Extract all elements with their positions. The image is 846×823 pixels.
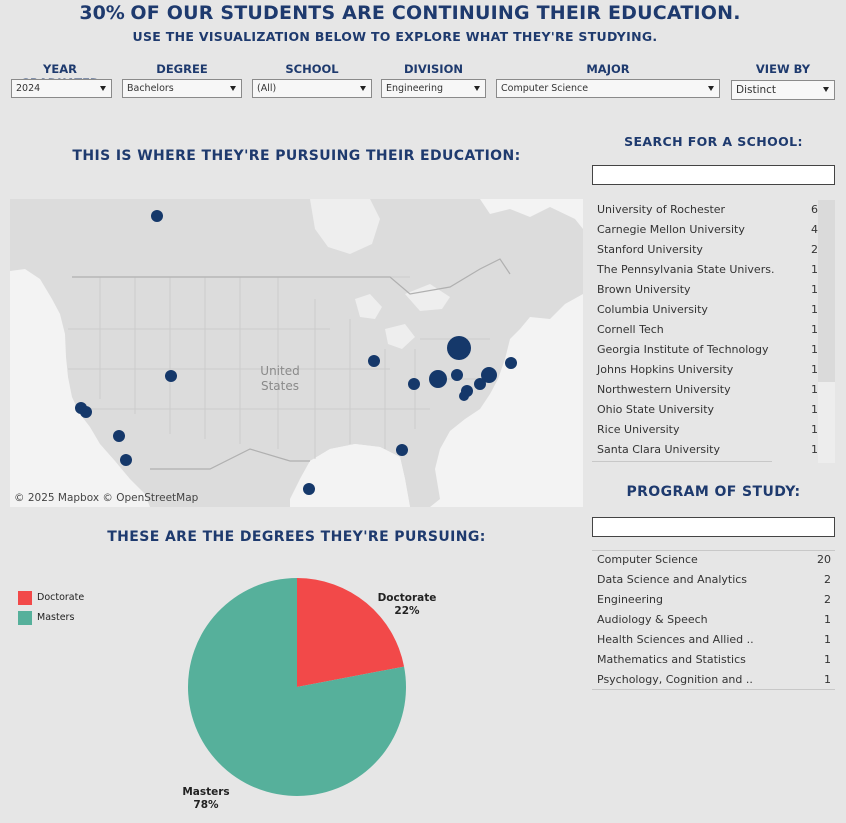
filter-label-degree: DEGREE [156, 62, 208, 76]
school-location-dot[interactable] [408, 378, 420, 390]
school-location-dot[interactable] [368, 355, 380, 367]
list-item[interactable]: University of Rochester 6 [597, 203, 818, 216]
program-search-title: PROGRAM OF STUDY: [626, 484, 801, 500]
list-item[interactable]: Health Sciences and Allied .. 1 [597, 633, 831, 646]
list-item[interactable]: Engineering 2 [597, 593, 831, 606]
school-location-dot[interactable] [429, 370, 447, 388]
land-mass [10, 199, 583, 507]
headline: 30% OF OUR STUDENTS ARE CONTINUING THEIR… [0, 4, 820, 23]
school-location-dot[interactable] [451, 369, 463, 381]
division-select-value: Engineering [386, 83, 443, 94]
list-item[interactable]: Columbia University 1 [597, 303, 818, 316]
legend-swatch [18, 611, 32, 625]
degree-select[interactable]: Bachelors [122, 79, 242, 98]
degree-pie-chart[interactable] [0, 560, 590, 823]
headline-percent: 30% [79, 2, 125, 24]
list-item[interactable]: Santa Clara University 1 [597, 443, 818, 456]
school-location-dot[interactable] [481, 367, 497, 383]
list-item[interactable]: Johns Hopkins University 1 [597, 363, 818, 376]
filter-label-division: DIVISION [404, 62, 463, 76]
list-item[interactable]: Georgia Institute of Technology 1 [597, 343, 818, 356]
list-item[interactable]: Psychology, Cognition and .. 1 [597, 673, 831, 686]
view-by-select-value: Distinct [736, 84, 777, 96]
chevron-down-icon [474, 86, 480, 91]
school-location-dot[interactable] [120, 454, 132, 466]
degree-select-value: Bachelors [127, 83, 174, 94]
major-select[interactable]: Computer Science [496, 79, 720, 98]
list-item[interactable]: Northwestern University 1 [597, 383, 818, 396]
map-svg: United States [10, 199, 583, 507]
list-divider [592, 550, 835, 551]
school-select[interactable]: (All) [252, 79, 372, 98]
school-location-map[interactable]: United States © 2025 Mapbox © OpenStreet… [10, 199, 583, 507]
degree-section-title: THESE ARE THE DEGREES THEY'RE PURSUING: [107, 529, 486, 545]
pie-slice-doctorate[interactable] [297, 578, 405, 687]
school-location-dot[interactable] [396, 444, 408, 456]
list-item[interactable]: Data Science and Analytics 2 [597, 573, 831, 586]
chevron-down-icon [100, 86, 106, 91]
school-location-dot[interactable] [459, 391, 469, 401]
map-attribution[interactable]: © 2025 Mapbox © OpenStreetMap [14, 492, 199, 504]
pie-slice-masters[interactable] [188, 578, 406, 796]
year-select[interactable]: 2024 [11, 79, 112, 98]
view-by-select[interactable]: Distinct [731, 80, 835, 100]
school-location-dots[interactable] [75, 210, 517, 495]
school-search-input[interactable] [592, 165, 835, 185]
year-select-value: 2024 [16, 83, 41, 94]
list-item[interactable]: Ohio State University 1 [597, 403, 818, 416]
map-section-title: THIS IS WHERE THEY'RE PURSUING THEIR EDU… [72, 148, 521, 164]
school-list: University of Rochester 6 Carnegie Mellon… [592, 200, 835, 463]
chevron-down-icon [823, 87, 829, 92]
country-label: States [261, 379, 299, 393]
school-search-title: SEARCH FOR A SCHOOL: [624, 134, 803, 149]
school-location-dot[interactable] [113, 430, 125, 442]
list-item[interactable]: Cornell Tech 1 [597, 323, 818, 336]
program-search-input[interactable] [592, 517, 835, 537]
list-item[interactable]: Rice University 1 [597, 423, 818, 436]
school-location-dot[interactable] [80, 406, 92, 418]
list-divider [592, 461, 772, 462]
chevron-down-icon [708, 86, 714, 91]
school-list-scrollbar[interactable] [818, 200, 835, 463]
filter-label-major: MAJOR [586, 62, 630, 76]
major-select-value: Computer Science [501, 83, 589, 94]
chevron-down-icon [230, 86, 236, 91]
filter-label-school: SCHOOL [285, 62, 339, 76]
school-location-dot[interactable] [165, 370, 177, 382]
school-location-dot[interactable] [151, 210, 163, 222]
school-location-dot[interactable] [505, 357, 517, 369]
list-item[interactable]: Audiology & Speech 1 [597, 613, 831, 626]
pie-label-masters: Masters 78% [182, 786, 230, 812]
legend-swatch [18, 591, 32, 605]
school-location-dot[interactable] [474, 378, 486, 390]
list-divider [592, 689, 835, 690]
country-label: United [260, 364, 299, 378]
school-location-dot[interactable] [303, 483, 315, 495]
school-list-rows: University of Rochester 6 Carnegie Mellon… [592, 200, 818, 460]
pie-label-doctorate: Doctorate 22% [377, 592, 437, 618]
list-item[interactable]: The Pennsylvania State Univers. 1 [597, 263, 818, 276]
chevron-down-icon [360, 86, 366, 91]
school-select-value: (All) [257, 83, 277, 94]
filter-label-view-by: VIEW BY [755, 62, 811, 76]
division-select[interactable]: Engineering [381, 79, 486, 98]
list-item[interactable]: Computer Science 20 [597, 553, 831, 566]
subheadline: USE THE VISUALIZATION BELOW TO EXPLORE W… [132, 29, 658, 44]
school-location-dot[interactable] [447, 336, 471, 360]
list-item[interactable]: Carnegie Mellon University 4 [597, 223, 818, 236]
legend-label: Masters [37, 612, 75, 623]
list-item[interactable]: Brown University 1 [597, 283, 818, 296]
list-item[interactable]: Stanford University 2 [597, 243, 818, 256]
headline-text: OF OUR STUDENTS ARE CONTINUING THEIR EDU… [130, 2, 741, 24]
program-list-rows: Computer Science 20 Data Science and Anal… [592, 550, 831, 690]
scrollbar-thumb[interactable] [818, 200, 835, 382]
list-item[interactable]: Mathematics and Statistics 1 [597, 653, 831, 666]
legend-label: Doctorate [37, 592, 85, 603]
